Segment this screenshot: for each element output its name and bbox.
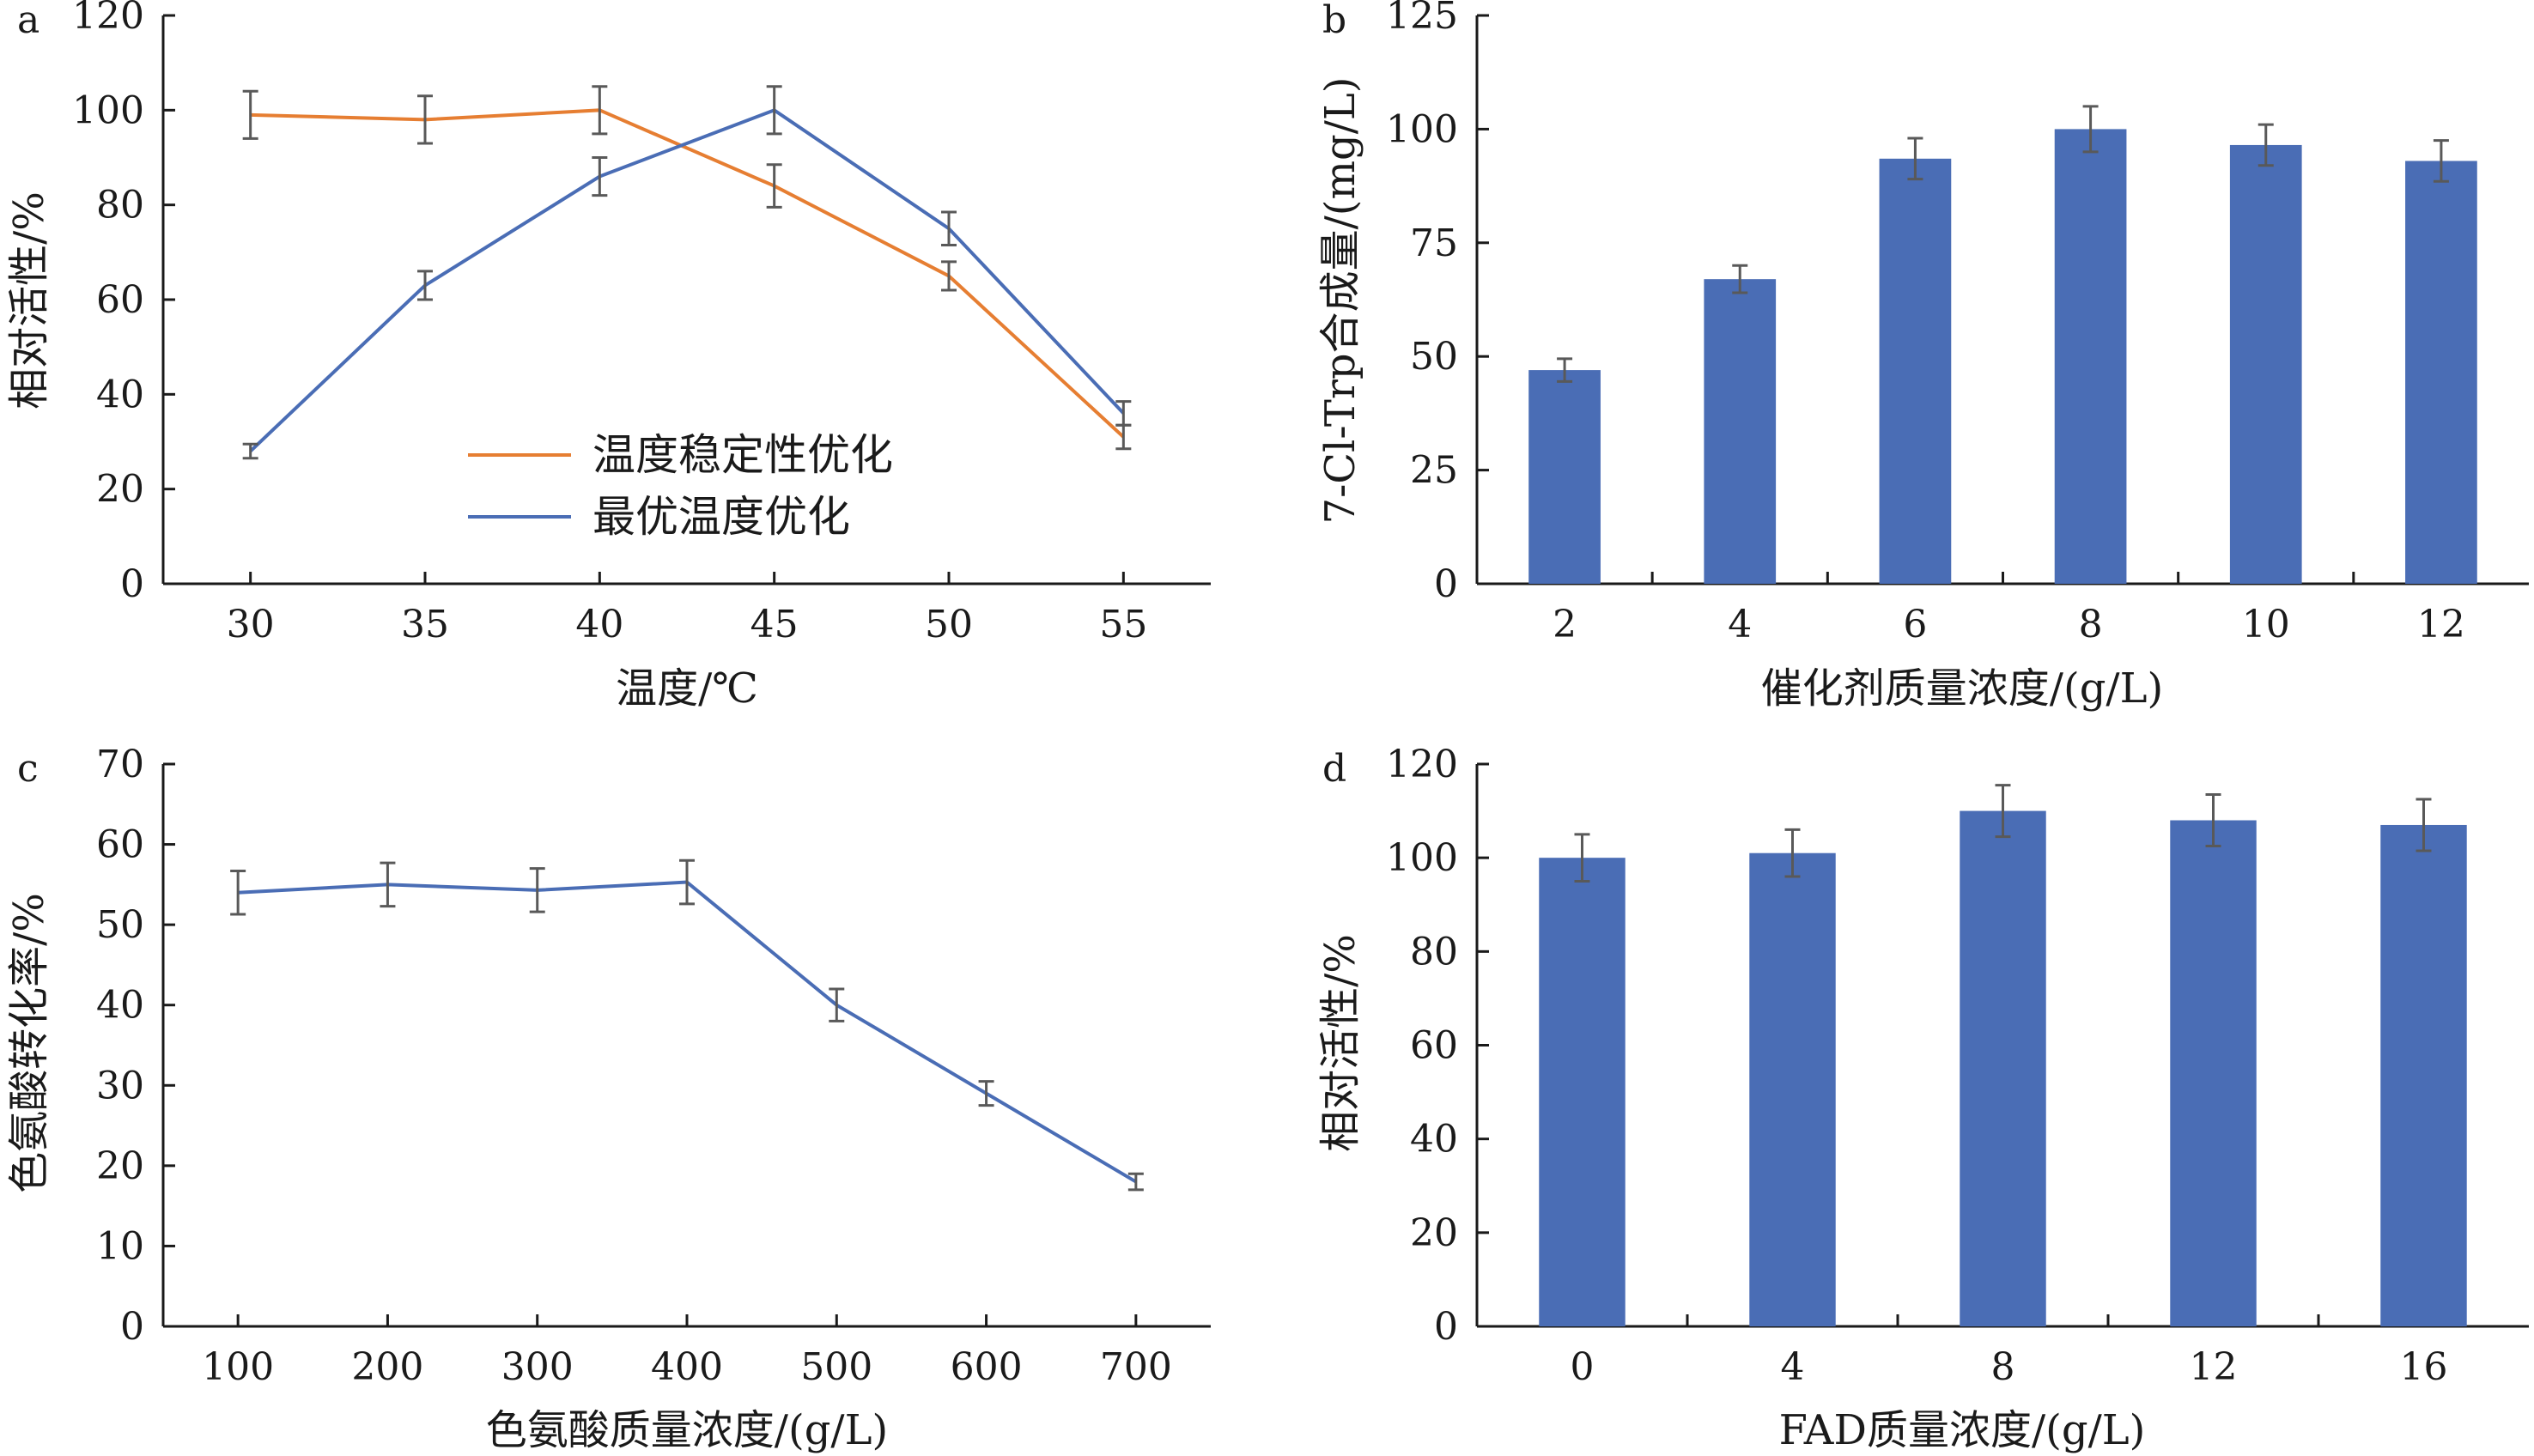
y-tick-label: 0 [120, 562, 144, 606]
x-tick-label: 400 [651, 1345, 723, 1389]
bar-8 [1960, 810, 2046, 1326]
x-tick-label: 4 [1781, 1345, 1805, 1389]
y-tick-label: 80 [96, 184, 144, 228]
y-tick-label: 125 [1386, 0, 1458, 38]
y-tick-label: 0 [1434, 562, 1458, 606]
panel-c-plot-area: 0 10 20 30 40 50 60 70 100 200 300 400 500 600 700 [96, 743, 1211, 1389]
x-tick-label: 12 [2190, 1345, 2238, 1389]
x-tick-label: 12 [2417, 603, 2465, 646]
x-tick-label: 8 [2079, 603, 2103, 646]
bar-0 [1539, 858, 1626, 1326]
bar-4 [1704, 279, 1777, 584]
series-line-0 [250, 108, 1125, 439]
panel-a: a 温度/℃ 相对活性/% 0 20 40 60 80 100 120 30 35 40 45 50 5… [5, 0, 1211, 713]
bar-10 [2229, 144, 2302, 584]
y-tick-label: 10 [96, 1224, 144, 1268]
panel-d-letter: d [1322, 747, 1346, 791]
panel-a-plot-area: 0 20 40 60 80 100 120 30 35 40 45 50 55 [72, 0, 1211, 646]
y-tick-label: 70 [96, 743, 144, 786]
y-tick-label: 50 [96, 903, 144, 947]
y-tick-label: 30 [96, 1064, 144, 1107]
panel-b: b 催化剂质量浓度/(g/L) 7-Cl-Trp合成量/(mg/L) 0 25 50… [1316, 0, 2529, 713]
panel-a-letter: a [17, 0, 39, 42]
series-line-0 [238, 880, 1137, 1184]
x-tick-label: 45 [750, 603, 799, 646]
bar-8 [2054, 129, 2127, 584]
y-tick-label: 20 [1410, 1211, 1458, 1255]
x-tick-label: 100 [202, 1345, 274, 1389]
panel-c-y-axis-title: 色氨酸转化率/% [5, 893, 53, 1193]
x-tick-label: 300 [501, 1345, 574, 1389]
x-tick-label: 10 [2242, 603, 2290, 646]
y-tick-label: 120 [1386, 743, 1458, 786]
x-tick-label: 50 [925, 603, 973, 646]
x-tick-label: 6 [1903, 603, 1927, 646]
y-tick-label: 60 [96, 278, 144, 322]
panel-a-legend: 温度稳定性优化 最优温度优化 [468, 430, 893, 542]
y-tick-label: 100 [1386, 107, 1458, 151]
y-tick-label: 100 [1386, 836, 1458, 880]
bar-4 [1749, 852, 1836, 1326]
panel-d-x-axis-title: FAD质量浓度/(g/L) [1779, 1406, 2146, 1454]
x-tick-label: 0 [1571, 1345, 1595, 1389]
panel-a-x-axis-title: 温度/℃ [616, 664, 758, 713]
panel-c-letter: c [17, 747, 39, 791]
x-tick-label: 30 [227, 603, 275, 646]
panel-b-plot-area: 0 25 50 75 100 125 2 4 6 8 10 12 [1386, 0, 2529, 646]
x-tick-label: 8 [1991, 1345, 2015, 1389]
legend-label-temperature-stability: 温度稳定性优化 [592, 430, 893, 480]
y-tick-label: 75 [1410, 221, 1458, 265]
y-tick-label: 0 [120, 1305, 144, 1349]
x-tick-label: 55 [1099, 603, 1147, 646]
y-tick-label: 20 [96, 468, 144, 512]
y-tick-label: 60 [96, 823, 144, 867]
panel-b-y-axis-title: 7-Cl-Trp合成量/(mg/L) [1316, 77, 1364, 525]
panel-d: d FAD质量浓度/(g/L) 相对活性/% 0 20 40 60 80 100 120 0 4… [1316, 743, 2529, 1454]
y-tick-label: 0 [1434, 1305, 1458, 1349]
y-tick-label: 20 [96, 1144, 144, 1188]
y-tick-label: 120 [72, 0, 144, 38]
panel-d-y-axis-title: 相对活性/% [1316, 934, 1364, 1152]
panel-b-x-axis-title: 催化剂质量浓度/(g/L) [1761, 664, 2163, 713]
bar-16 [2380, 824, 2467, 1326]
panel-a-y-axis-title: 相对活性/% [5, 191, 53, 410]
x-tick-label: 700 [1100, 1345, 1172, 1389]
panel-b-letter: b [1322, 0, 1346, 42]
x-tick-label: 4 [1728, 603, 1752, 646]
x-tick-label: 16 [2400, 1345, 2448, 1389]
bar-12 [2170, 820, 2257, 1326]
x-tick-label: 200 [351, 1345, 423, 1389]
y-tick-label: 40 [1410, 1118, 1458, 1162]
legend-label-optimal-temperature: 最优温度优化 [592, 492, 850, 542]
y-tick-label: 25 [1410, 449, 1458, 493]
y-tick-label: 40 [96, 984, 144, 1028]
bar-6 [1879, 158, 1952, 584]
y-tick-label: 60 [1410, 1024, 1458, 1068]
x-tick-label: 40 [575, 603, 623, 646]
bar-2 [1528, 370, 1601, 584]
panel-c: c 色氨酸质量浓度/(g/L) 色氨酸转化率/% 0 10 20 30 40 50 60 70… [5, 743, 1211, 1454]
y-tick-label: 50 [1410, 335, 1458, 379]
y-tick-label: 80 [1410, 930, 1458, 974]
panel-d-plot-area: 0 20 40 60 80 100 120 0 4 8 12 16 [1386, 743, 2529, 1389]
x-tick-label: 500 [800, 1345, 872, 1389]
panel-c-x-axis-title: 色氨酸质量浓度/(g/L) [486, 1406, 888, 1454]
y-tick-label: 40 [96, 373, 144, 416]
x-tick-label: 600 [951, 1345, 1023, 1389]
bar-12 [2405, 161, 2477, 585]
x-tick-label: 35 [401, 603, 449, 646]
y-tick-label: 100 [72, 88, 144, 132]
x-tick-label: 2 [1553, 603, 1577, 646]
series-line-1 [249, 108, 1125, 452]
